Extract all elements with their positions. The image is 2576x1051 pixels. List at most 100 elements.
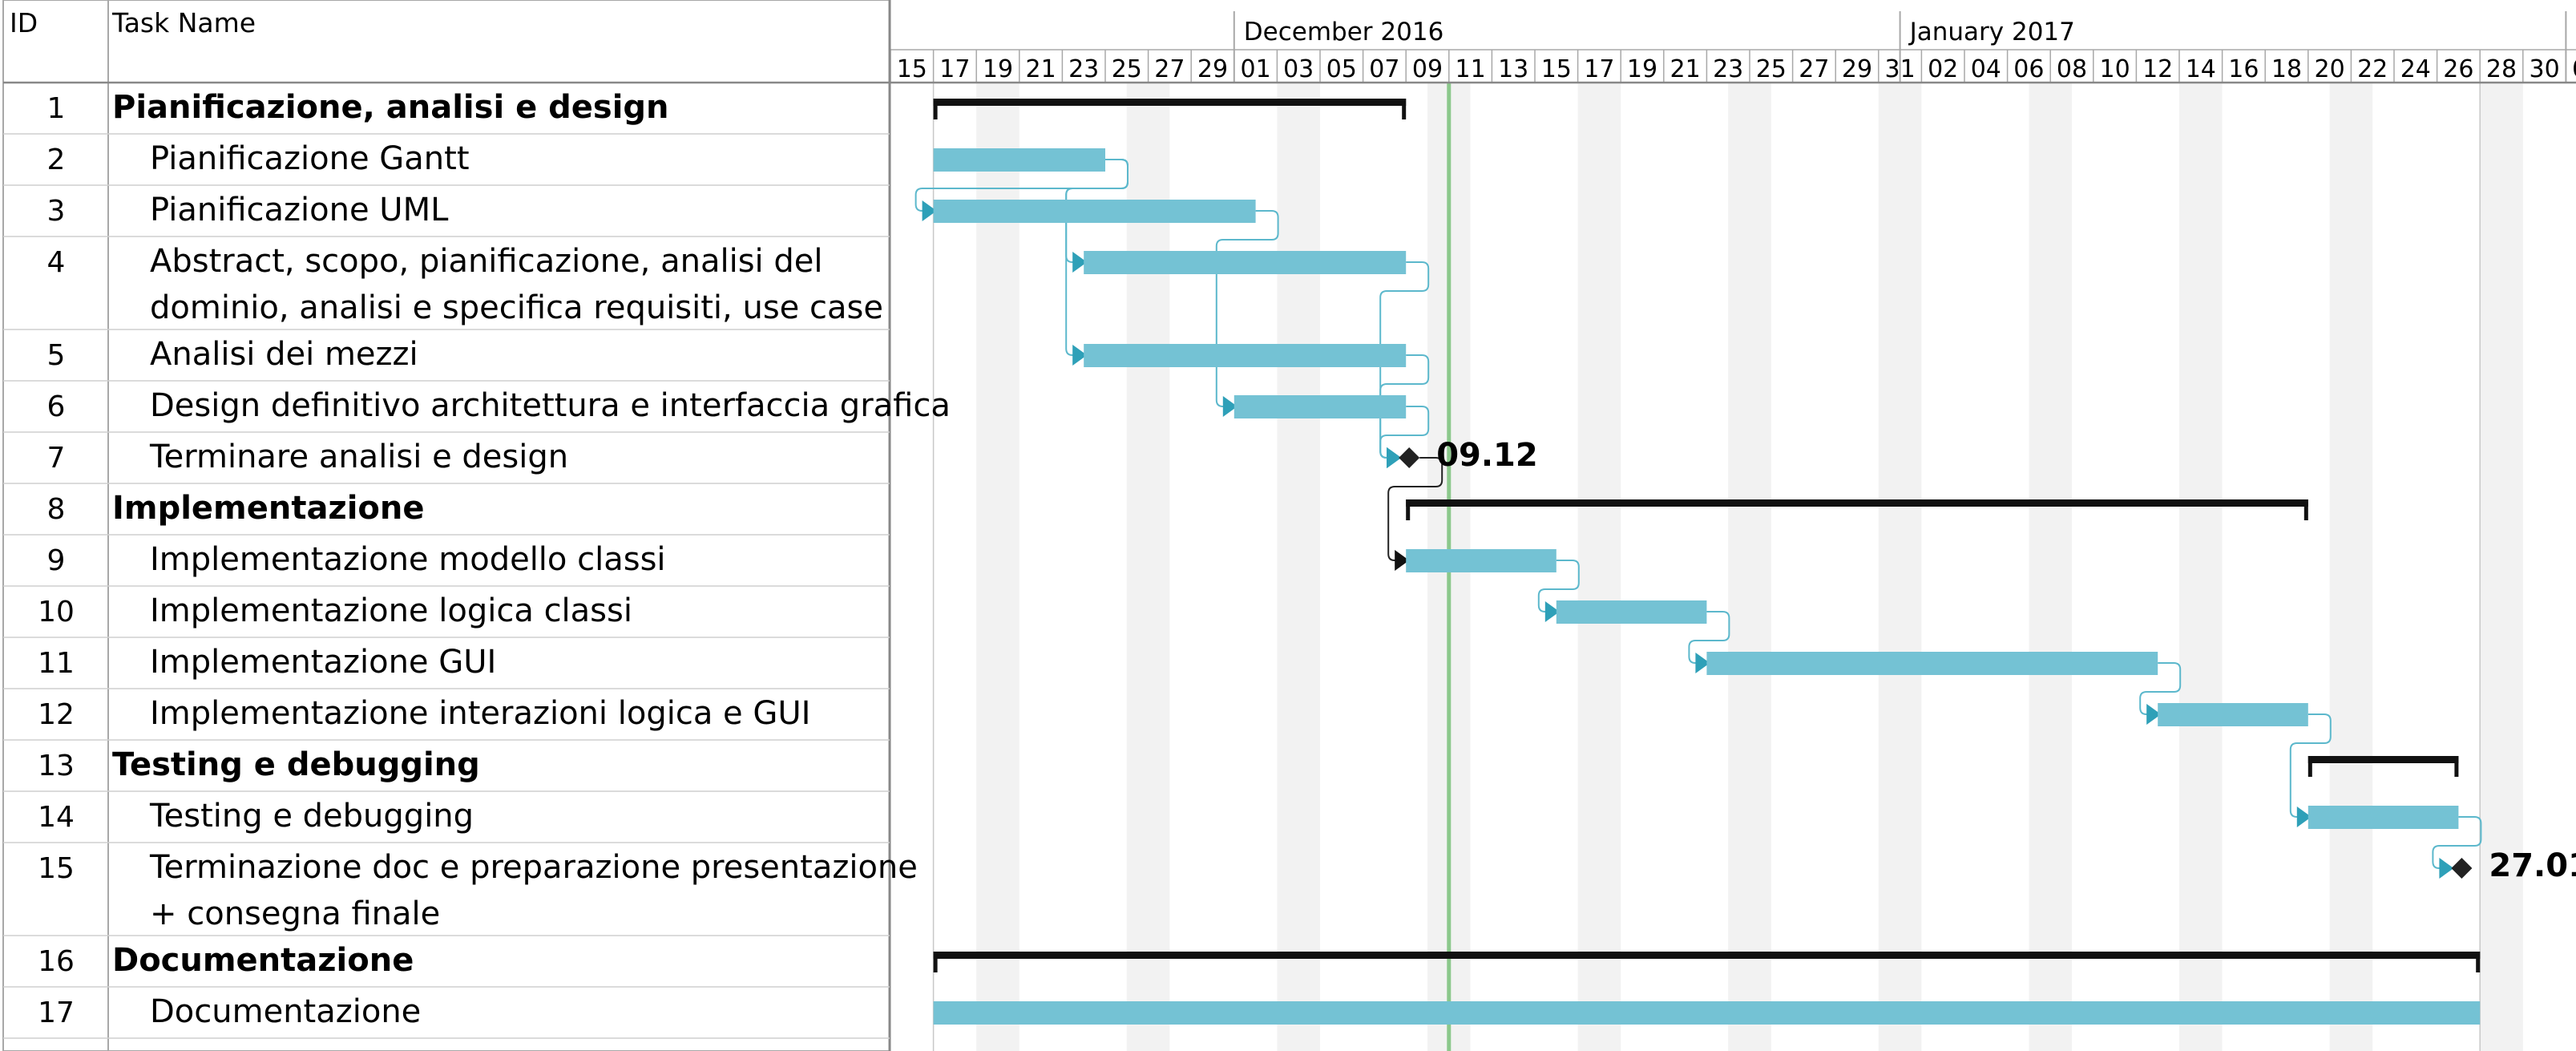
day-tick-label: 14 — [2186, 55, 2216, 83]
task-name: Terminare analisi e design — [149, 439, 568, 475]
day-tick-label: 08 — [2057, 55, 2087, 83]
day-tick-label: 25 — [1112, 55, 1142, 83]
task-name: dominio, analisi e specifica requisiti, … — [150, 289, 883, 326]
summary-bar-start-cap — [933, 99, 938, 119]
task-bar — [1556, 600, 1707, 624]
task-id: 5 — [47, 339, 66, 372]
day-tick-label: 27 — [1799, 55, 1829, 83]
day-tick-label: 09 — [1412, 55, 1443, 83]
task-bar — [933, 148, 1105, 172]
day-tick-label: 05 — [1326, 55, 1357, 83]
day-tick-label: 01 — [1241, 55, 1271, 83]
day-tick-label: 11 — [1456, 55, 1486, 83]
task-name: Pianificazione UML — [150, 192, 449, 228]
task-id: 10 — [38, 596, 75, 629]
weekend-bands — [976, 83, 2523, 1051]
day-tick-label: 20 — [2315, 55, 2345, 83]
dependency-link — [1387, 457, 1443, 561]
dependency-link — [2432, 816, 2482, 869]
day-tick-label: 25 — [1756, 55, 1787, 83]
day-tick-label: 04 — [1971, 55, 2001, 83]
dependency-arrow — [1072, 345, 1088, 366]
task-bar — [933, 1001, 2481, 1025]
month-label: December 2016 — [1244, 18, 1444, 46]
weekend-band — [976, 83, 1019, 1051]
task-bar — [2158, 703, 2308, 726]
weekend-band — [1577, 83, 1621, 1051]
dependency-link — [1537, 560, 1580, 612]
day-tick-label: 19 — [983, 55, 1013, 83]
day-tick-label: 21 — [1670, 55, 1701, 83]
day-tick-label: 02 — [1928, 55, 1958, 83]
task-name: Pianificazione Gantt — [150, 140, 470, 177]
weekend-band — [1878, 83, 1922, 1051]
task-name: Implementazione interazioni logica e GUI — [150, 695, 810, 732]
weekend-band — [2329, 83, 2373, 1051]
day-tick-label: 17 — [1584, 55, 1614, 83]
weekend-band — [2179, 83, 2223, 1051]
day-tick-label: 29 — [1197, 55, 1228, 83]
day-tick-label: 26 — [2443, 55, 2473, 83]
day-tick-label: 17 — [939, 55, 970, 83]
task-id: 8 — [47, 493, 66, 526]
summary-bar — [933, 952, 2481, 959]
summary-bar-end-cap — [2454, 756, 2459, 777]
day-tick-label: 03 — [1283, 55, 1314, 83]
task-id: 16 — [38, 945, 75, 978]
task-id: 11 — [38, 647, 75, 680]
task-bar — [2307, 806, 2459, 829]
task-name: Documentazione — [112, 942, 414, 979]
day-tick-label: 07 — [1369, 55, 1399, 83]
day-tick-label: 16 — [2228, 55, 2259, 83]
day-tick-label: 24 — [2400, 55, 2431, 83]
dependency-link — [1065, 159, 1129, 356]
task-name: Abstract, scopo, pianificazione, analisi… — [150, 243, 822, 280]
task-bar — [1233, 395, 1407, 418]
dependency-links — [915, 159, 2482, 879]
task-id: 3 — [47, 195, 66, 228]
dependency-arrow — [922, 200, 937, 221]
summary-bar-start-cap — [933, 952, 938, 972]
id-column-header: ID — [10, 7, 38, 38]
summary-bar-start-cap — [1406, 499, 1411, 520]
dependency-arrow — [1395, 550, 1410, 571]
day-tick-label: 21 — [1026, 55, 1056, 83]
task-id: 9 — [47, 544, 66, 577]
day-tick-label: 22 — [2357, 55, 2388, 83]
weekend-band — [1728, 83, 1771, 1051]
task-id: 6 — [47, 390, 66, 423]
task-id: 13 — [38, 750, 75, 782]
task-id: 2 — [47, 144, 66, 176]
day-tick-label: 23 — [1713, 55, 1743, 83]
dependency-link — [1688, 611, 1730, 664]
day-tick-label: 15 — [897, 55, 927, 83]
milestone-marker — [2451, 858, 2473, 879]
task-id: 15 — [38, 852, 75, 885]
dependency-arrow — [2296, 806, 2312, 827]
dependency-link — [1215, 210, 1279, 407]
day-tick-label: 15 — [1541, 55, 1572, 83]
day-tick-label: 28 — [2486, 55, 2517, 83]
day-tick-label: 06 — [2013, 55, 2044, 83]
day-tick-label: 10 — [2100, 55, 2130, 83]
month-label: January 2017 — [1908, 18, 2075, 46]
task-bar — [1084, 251, 1407, 274]
day-tick-label: 29 — [1842, 55, 1872, 83]
milestone-label: 27.01 — [2489, 847, 2576, 884]
task-id: 7 — [47, 442, 66, 475]
task-bar — [1084, 344, 1407, 367]
task-id: 17 — [38, 996, 75, 1029]
day-tick-label: 31 — [1885, 55, 1916, 83]
summary-bar-end-cap — [2303, 499, 2308, 520]
day-tick-label: 30 — [2530, 55, 2560, 83]
task-name: Implementazione modello classi — [150, 541, 666, 578]
task-name: Pianificazione, analisi e design — [112, 89, 669, 126]
milestone-label: 09.12 — [1436, 437, 1538, 474]
task-id: 12 — [38, 698, 75, 731]
task-name: Implementazione GUI — [150, 644, 496, 681]
task-bar — [1706, 652, 2158, 675]
dependency-arrow — [2439, 858, 2454, 879]
dependency-link — [1379, 406, 1430, 459]
